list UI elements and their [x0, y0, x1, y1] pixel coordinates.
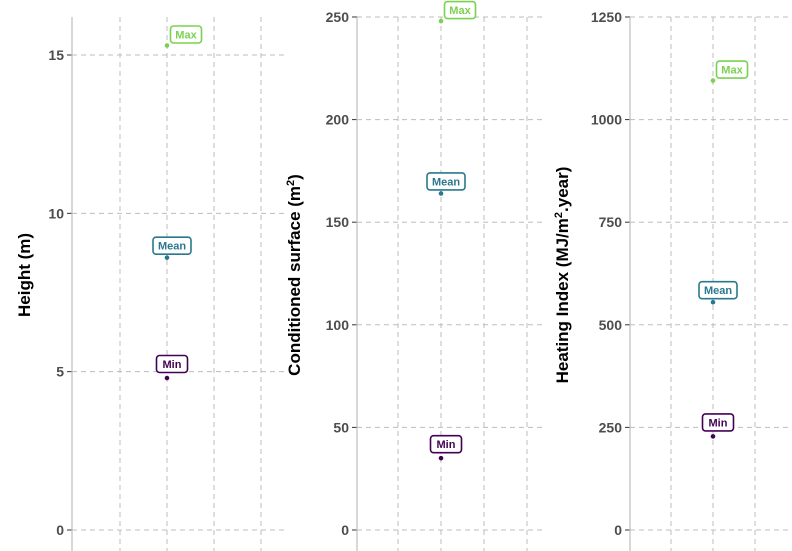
- y-tick-label: 0: [56, 522, 64, 538]
- y-tick-label: 50: [333, 419, 349, 435]
- data-label-max: Max: [175, 30, 197, 42]
- y-tick-label: 100: [326, 317, 350, 333]
- data-label-box-min: [155, 354, 189, 374]
- data-label-mean: Mean: [432, 176, 460, 188]
- data-label-box-mean: [426, 172, 466, 191]
- data-label-box-min: [429, 434, 463, 454]
- data-point-min: [710, 434, 716, 439]
- y-axis-title: Conditioned surface (m2): [285, 174, 304, 376]
- data-point-max: [438, 18, 444, 24]
- data-point-min: [164, 375, 170, 381]
- data-label-box-mean: [152, 236, 192, 255]
- data-label-max: Max: [721, 65, 743, 77]
- data-label-min: Min: [709, 417, 728, 429]
- y-tick-label: 1250: [591, 9, 622, 25]
- data-label-box-max: [169, 25, 203, 44]
- data-label-box-mean: [698, 280, 738, 300]
- y-tick-label: 0: [614, 522, 622, 538]
- data-label-min: Min: [437, 439, 456, 451]
- y-tick-label: 250: [326, 9, 350, 25]
- chart-panel-3: 0 250 500 750 1000 1250 Heating Index (MJ/m2.y…: [553, 9, 792, 551]
- data-label-max: Max: [449, 5, 471, 17]
- data-label-mean: Mean: [158, 241, 186, 253]
- y-axis-title: Height (m): [15, 233, 34, 317]
- y-tick-label: 5: [56, 364, 64, 380]
- chart-panel-2: 0 50 100 150 200 250 Conditioned surface (m2) M…: [285, 0, 545, 551]
- data-label-box-max: [715, 60, 749, 79]
- y-tick-label: 15: [48, 47, 64, 63]
- data-point-min: [438, 455, 444, 461]
- data-label-box-min: [701, 413, 735, 432]
- y-tick-label: 750: [599, 214, 623, 230]
- data-label-min: Min: [163, 359, 182, 371]
- y-axis-title: Heating Index (MJ/m2.year): [553, 167, 572, 384]
- y-tick-label: 150: [326, 214, 350, 230]
- y-tick-label: 0: [341, 522, 349, 538]
- data-point-max: [710, 78, 716, 83]
- data-point-mean: [438, 191, 444, 196]
- data-label-box-max: [443, 0, 477, 20]
- chart-panel-1: 0 5 10 15 Height (m) Min Mean Max: [15, 17, 285, 551]
- data-point-mean: [164, 255, 170, 260]
- y-tick-label: 1000: [591, 112, 622, 128]
- y-tick-label: 10: [48, 205, 64, 221]
- y-tick-label: 500: [599, 317, 623, 333]
- y-tick-label: 250: [599, 419, 623, 435]
- data-point-mean: [710, 299, 716, 305]
- data-label-mean: Mean: [704, 285, 732, 297]
- data-point-max: [164, 43, 170, 48]
- y-tick-label: 200: [326, 112, 350, 128]
